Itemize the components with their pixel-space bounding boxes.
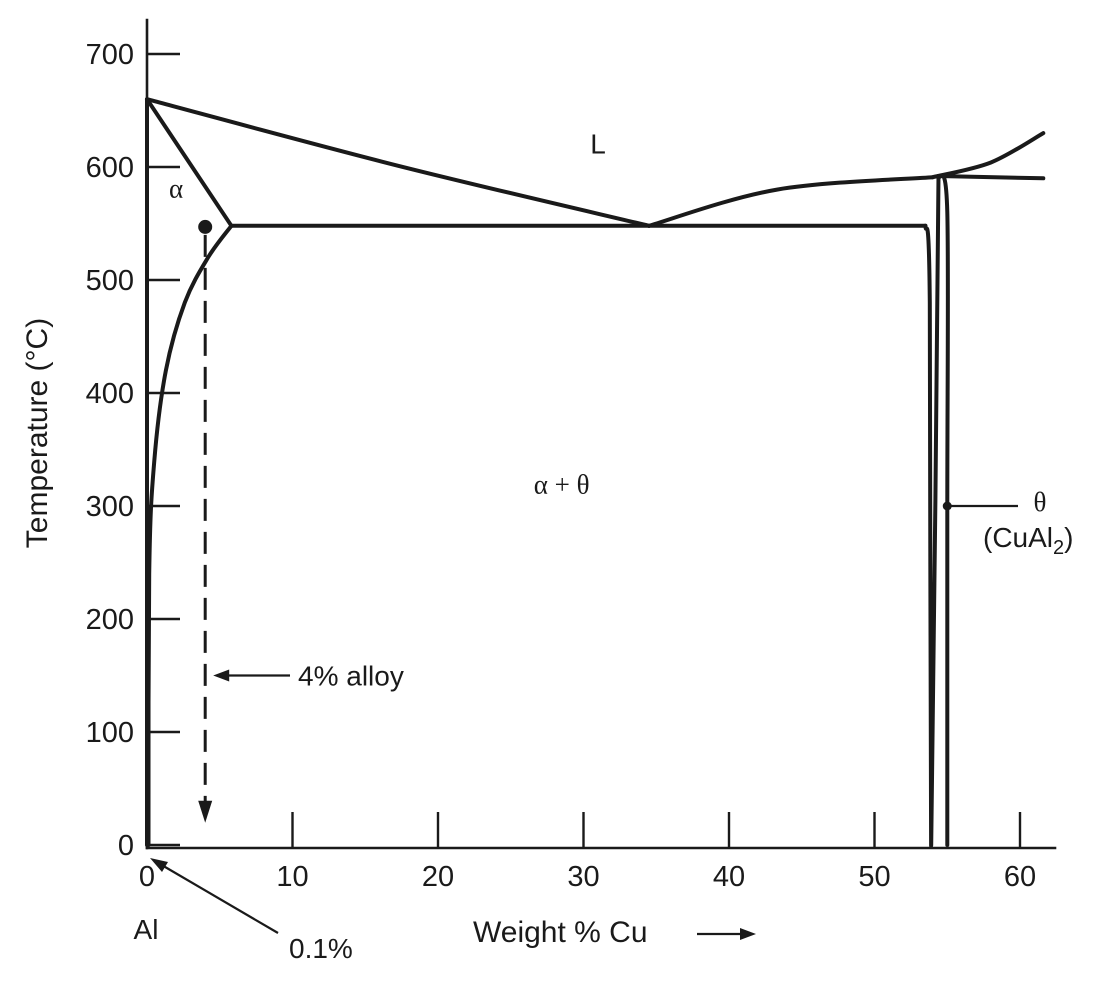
- region-label-0: L: [590, 128, 606, 159]
- boundary-liquidus-right: [647, 175, 935, 228]
- y-tick-label-100: 100: [86, 717, 134, 749]
- y-tick-label-0: 0: [118, 830, 134, 862]
- x-axis-label-arrowhead: [740, 928, 756, 940]
- theta-label: θ: [1034, 487, 1047, 517]
- y-tick-label-500: 500: [86, 265, 134, 297]
- y-tick-label-600: 600: [86, 152, 134, 184]
- y-axis-label: Temperature (°C): [21, 318, 54, 548]
- alloy-label: 4% alloy: [298, 661, 404, 692]
- solubility-label: 0.1%: [289, 933, 353, 964]
- theta-formula-main: (CuAl: [983, 522, 1053, 553]
- boundary-theta-left-boundary: [923, 174, 941, 848]
- axis-tick-labels: 0 100 200 300 400 500 600 700 0 10 20 30 40 50 60: [86, 39, 1037, 893]
- x-tick-label-30: 30: [567, 861, 599, 893]
- y-tick-label-300: 300: [86, 491, 134, 523]
- alloy-label-arrowhead: [213, 669, 230, 682]
- solubility-arrowhead: [150, 858, 168, 872]
- boundary-solvus: [146, 223, 234, 847]
- x-tick-label-0: 0: [139, 861, 155, 893]
- phase-region-labels: Lα α + θ: [169, 128, 606, 499]
- x-tick-label-20: 20: [422, 861, 454, 893]
- origin-label: Al: [134, 914, 159, 945]
- region-label-2: α + θ: [534, 470, 590, 500]
- solubility-pointer: [159, 863, 279, 934]
- theta-formula-subscript: 2: [1053, 537, 1064, 559]
- x-axis-label: Weight % Cu: [473, 916, 648, 949]
- boundary-liquid-boundary-upper: [930, 131, 1046, 180]
- x-tick-label-40: 40: [713, 861, 745, 893]
- boundary-liquidus-left: [145, 97, 651, 228]
- boundary-theta-right-boundary: [936, 173, 950, 847]
- axis-ticks: [147, 52, 1022, 848]
- boundary-solidus: [145, 97, 234, 228]
- alloy-start-point: [198, 219, 213, 234]
- phase-boundaries: [145, 97, 1046, 848]
- x-tick-label-10: 10: [276, 861, 308, 893]
- y-tick-label-700: 700: [86, 39, 134, 71]
- x-tick-label-50: 50: [858, 861, 890, 893]
- region-label-1: α: [169, 174, 183, 204]
- theta-formula: (CuAl2): [983, 522, 1073, 559]
- x-tick-label-60: 60: [1004, 861, 1036, 893]
- y-tick-label-400: 400: [86, 378, 134, 410]
- theta-formula-close: ): [1064, 522, 1073, 553]
- boundary-theta-top: [936, 174, 1046, 181]
- alloy-path-arrowhead: [198, 800, 213, 823]
- y-tick-label-200: 200: [86, 604, 134, 636]
